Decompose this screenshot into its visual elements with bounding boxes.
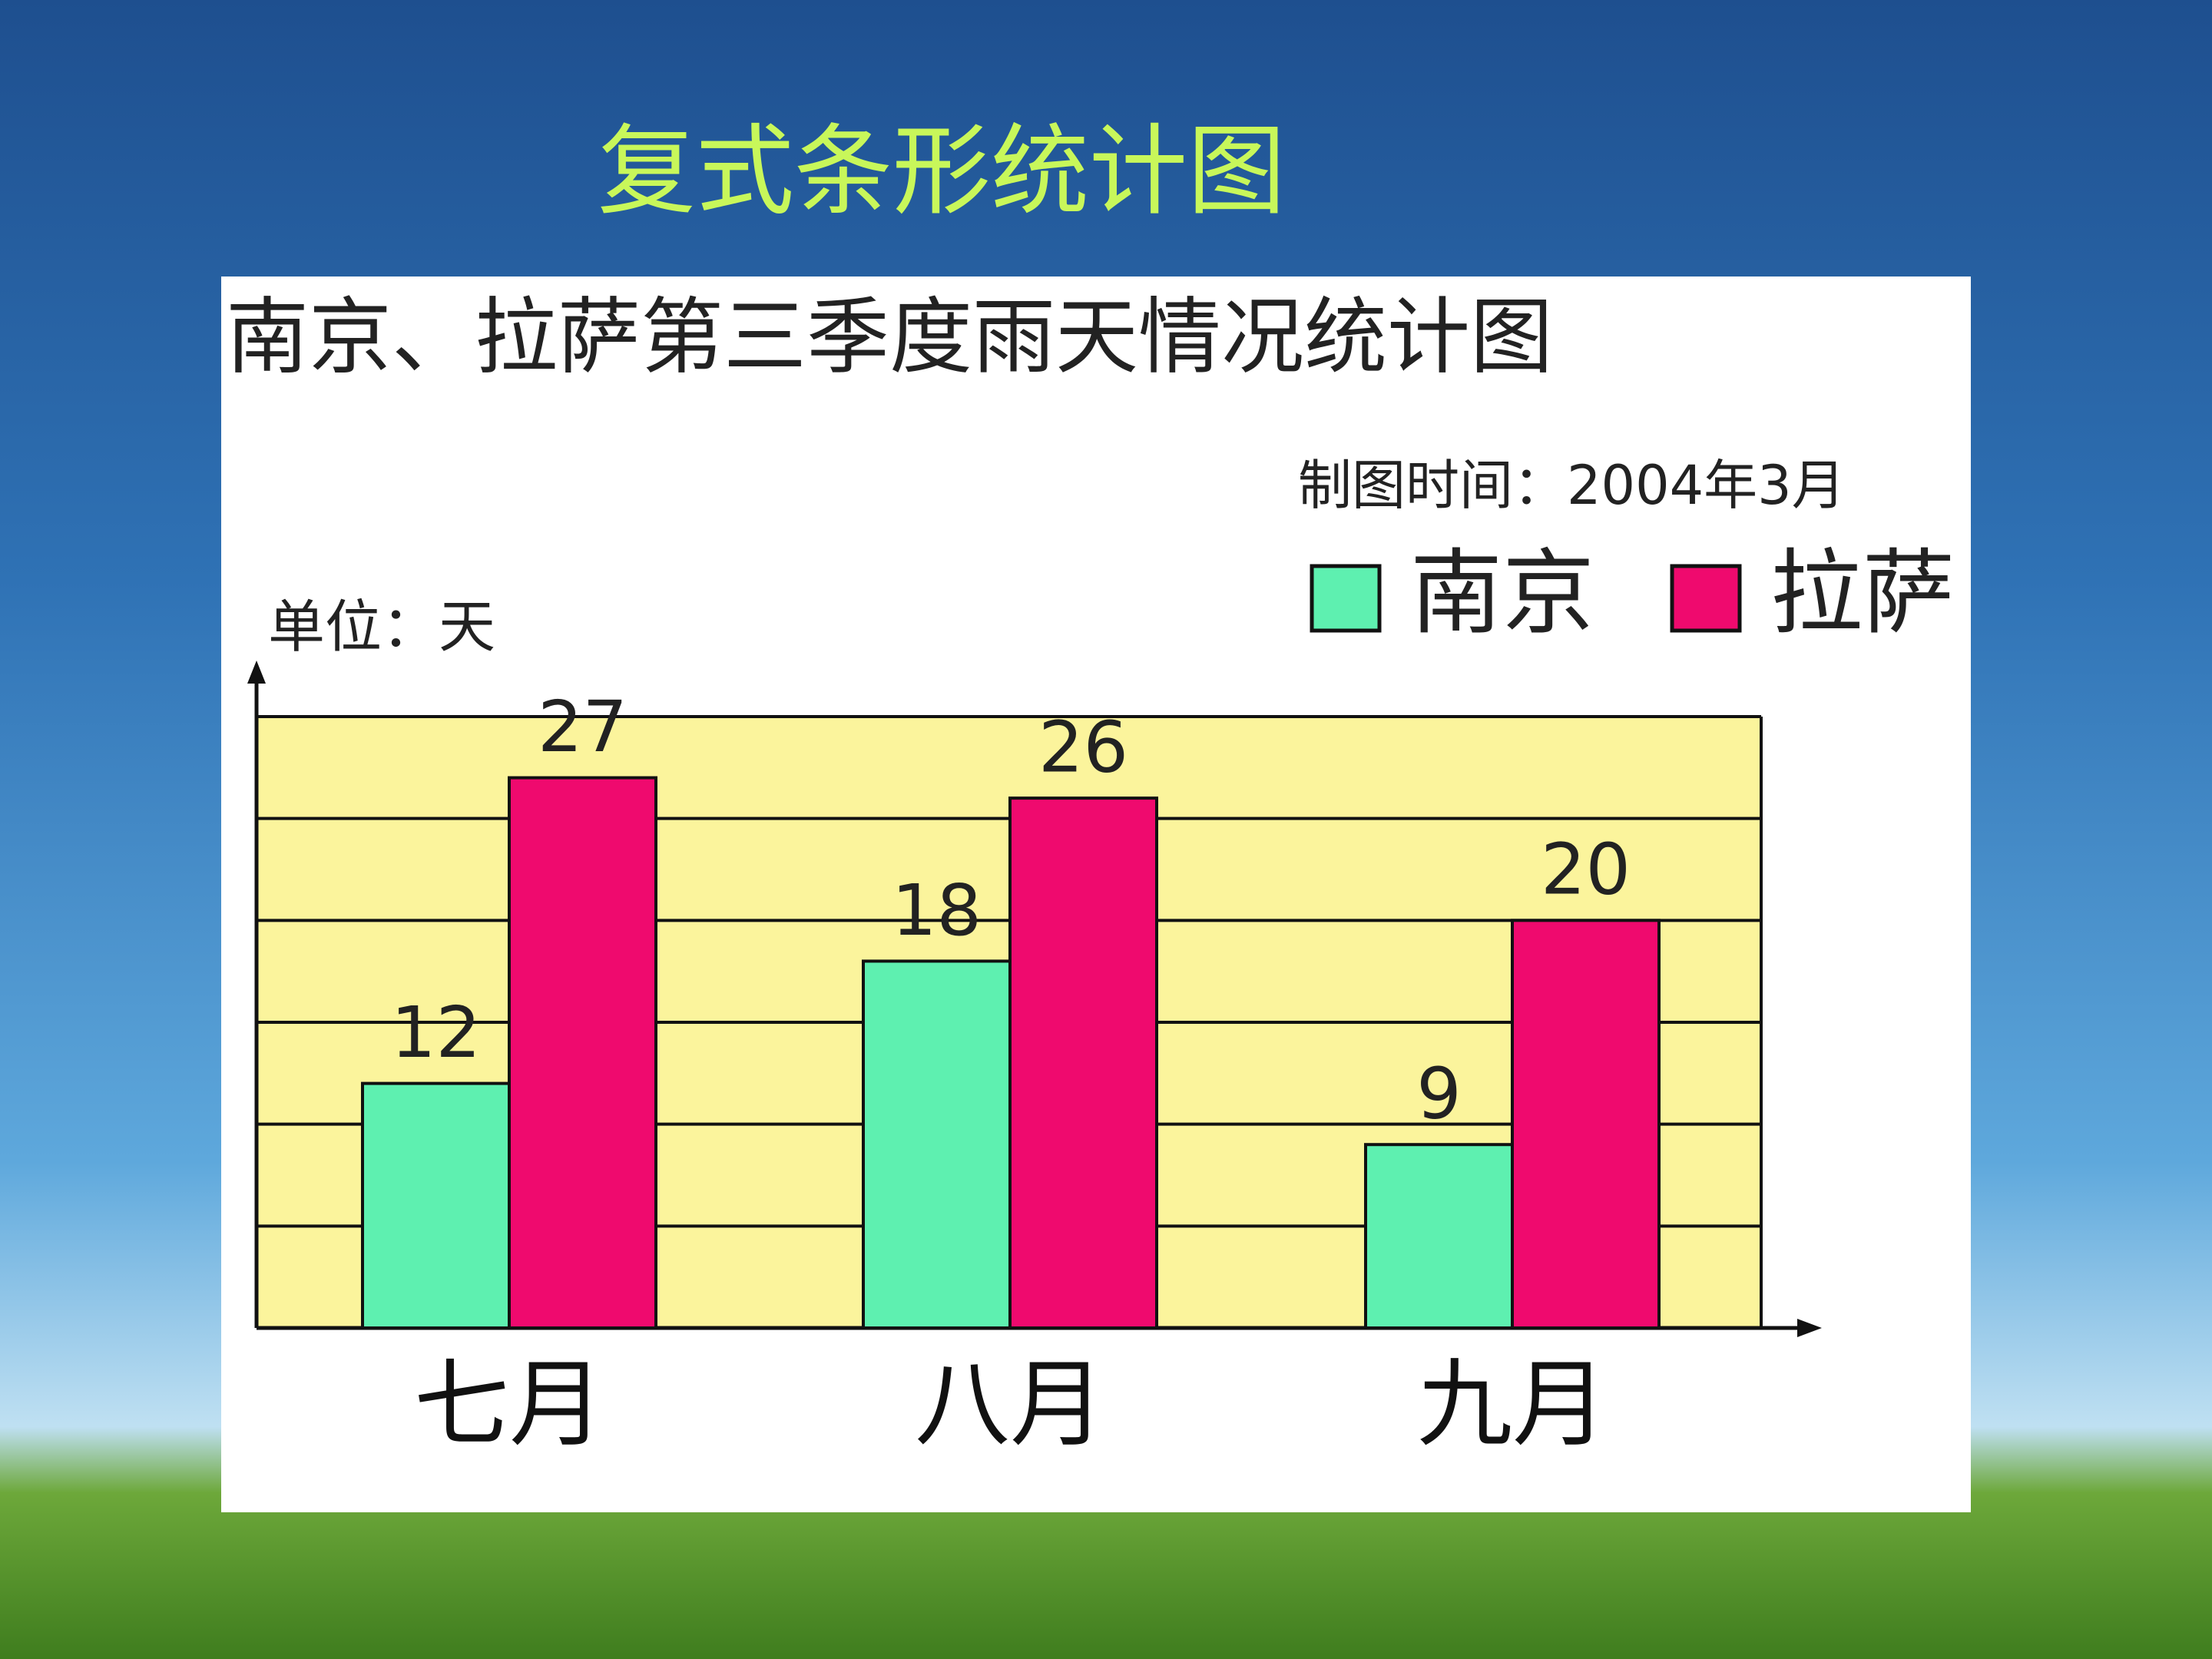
x-axis-arrow [1797,1319,1822,1337]
value-label: 26 [1038,707,1128,789]
bar [1364,1143,1514,1330]
x-tick-label: 七月 [414,1349,604,1460]
x-tick-label: 八月 [915,1349,1105,1460]
value-label: 9 [1416,1053,1462,1135]
slide-title: 复式条形统计图 [598,114,1286,229]
value-label: 20 [1541,829,1631,911]
plot: 七月 12 27 八月 18 26 九月 9 20 南京 拉萨 [247,541,1955,1460]
bar [361,1081,511,1330]
bar [1511,919,1661,1330]
bar [508,776,657,1330]
x-tick-label: 九月 [1417,1349,1608,1460]
y-axis-arrow [247,661,266,684]
value-label: 12 [391,992,481,1074]
value-label: 27 [538,686,628,768]
legend-swatch [1310,564,1382,633]
y-axis-label: 单位：天 [268,594,495,661]
chart-title: 南京、拉萨第三季度雨天情况统计图 [226,290,1553,386]
legend-label: 拉萨 [1770,541,1955,647]
legend-label: 南京 [1410,541,1594,647]
legend-swatch [1670,564,1742,633]
bar [862,959,1012,1330]
bar [1008,796,1158,1330]
value-label: 18 [892,869,982,952]
chart-subtitle: 制图时间：2004年3月 [1298,454,1846,517]
